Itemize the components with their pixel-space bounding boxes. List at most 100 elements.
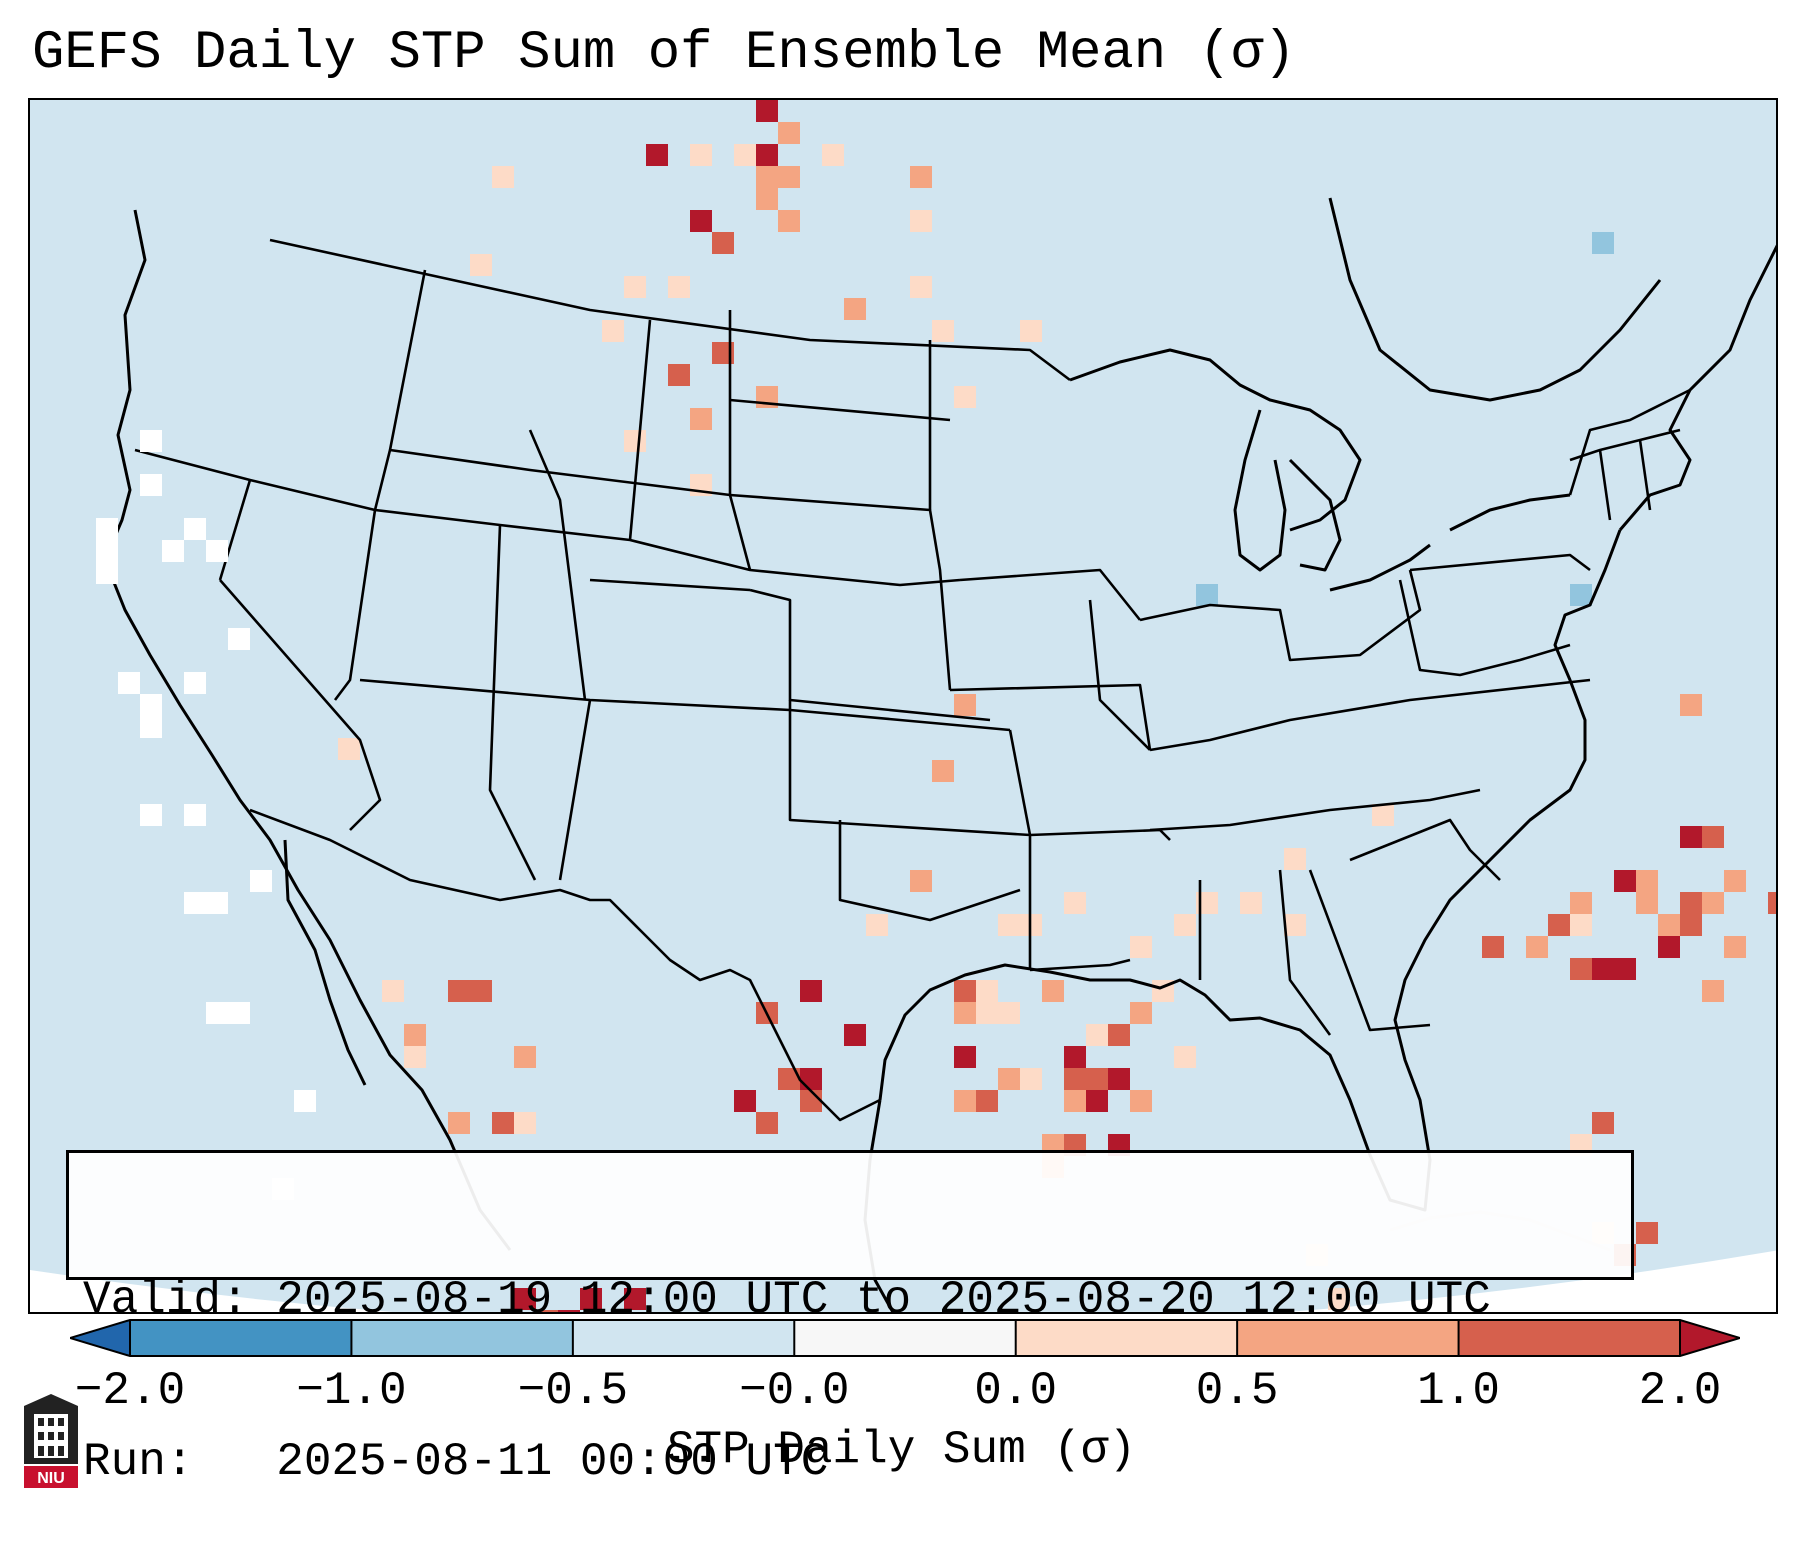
anomaly-cell — [1570, 958, 1592, 980]
logo-text: NIU — [37, 1470, 65, 1487]
anomaly-cell — [844, 1024, 866, 1046]
anomaly-cell — [1020, 1068, 1042, 1090]
anomaly-cell — [910, 276, 932, 298]
anomaly-cell — [206, 540, 228, 562]
anomaly-cell — [976, 980, 998, 1002]
anomaly-cell — [668, 364, 690, 386]
anomaly-cell — [954, 980, 976, 1002]
colorbar-bin — [351, 1320, 574, 1356]
anomaly-cell — [1570, 584, 1592, 606]
anomaly-cell — [756, 100, 778, 122]
anomaly-cell — [184, 672, 206, 694]
anomaly-cell — [1372, 804, 1394, 826]
anomaly-cell — [778, 122, 800, 144]
near-zero-cells — [96, 430, 316, 1200]
anomaly-cell — [1130, 936, 1152, 958]
anomaly-cell — [954, 694, 976, 716]
anomaly-cell — [954, 1046, 976, 1068]
anomaly-cell — [1570, 914, 1592, 936]
anomaly-cell — [1680, 826, 1702, 848]
colorbar-tick-label: 0.5 — [1195, 1365, 1279, 1417]
anomaly-cell — [624, 1288, 646, 1310]
anomaly-cell — [470, 254, 492, 276]
anomaly-cell — [1702, 826, 1724, 848]
anomaly-cell — [206, 1002, 228, 1024]
anomaly-cell — [1548, 914, 1570, 936]
run-time-line: Run: 2025-08-11 00:00 UTC — [83, 1436, 829, 1488]
valid-time-line: Valid: 2025-08-19 12:00 UTC to 2025-08-2… — [83, 1274, 1491, 1326]
anomaly-cell — [294, 1090, 316, 1112]
anomaly-cell — [624, 276, 646, 298]
anomaly-cell — [580, 1288, 602, 1310]
anomaly-cell — [668, 276, 690, 298]
map-panel — [28, 98, 1778, 1314]
anomaly-cell — [1614, 958, 1636, 980]
anomaly-cell — [162, 540, 184, 562]
anomaly-cell — [1108, 1068, 1130, 1090]
anomaly-cell — [1108, 1024, 1130, 1046]
anomaly-cell — [536, 1310, 558, 1312]
colorbar-tick-label: 2.0 — [1638, 1365, 1722, 1417]
anomaly-cell — [646, 144, 668, 166]
anomaly-cell — [228, 1002, 250, 1024]
anomaly-cell — [492, 1112, 514, 1134]
anomaly-cell — [1086, 1024, 1108, 1046]
anomaly-cell — [1020, 320, 1042, 342]
anomaly-cell — [1680, 914, 1702, 936]
anomaly-cell — [184, 804, 206, 826]
anomaly-cell — [1328, 1288, 1350, 1310]
anomaly-cell — [976, 1090, 998, 1112]
colorbar-tick-label: −2.0 — [74, 1365, 186, 1417]
anomaly-cell — [492, 166, 514, 188]
anomaly-cell — [1614, 870, 1636, 892]
colorbar-bin — [1458, 1320, 1681, 1356]
anomaly-cell — [1196, 892, 1218, 914]
anomaly-cell — [228, 628, 250, 650]
anomaly-cell — [140, 716, 162, 738]
anomaly-cell — [338, 738, 360, 760]
anomaly-cell — [844, 298, 866, 320]
anomaly-cell — [404, 1046, 426, 1068]
anomaly-cell — [756, 166, 778, 188]
anomaly-cell — [756, 144, 778, 166]
anomaly-cell — [602, 320, 624, 342]
anomaly-cell — [1086, 1090, 1108, 1112]
anomaly-cell — [778, 1068, 800, 1090]
colorbar-bin — [794, 1320, 1017, 1356]
anomaly-cell — [1086, 1068, 1108, 1090]
anomaly-cell — [1284, 914, 1306, 936]
anomaly-cell — [822, 144, 844, 166]
anomaly-cell — [1658, 936, 1680, 958]
colorbar-tick-label: 1.0 — [1417, 1365, 1500, 1417]
anomaly-cell — [910, 166, 932, 188]
anomaly-cell — [1064, 892, 1086, 914]
anomaly-cell — [140, 430, 162, 452]
anomaly-cell — [1196, 584, 1218, 606]
anomaly-cell — [690, 144, 712, 166]
anomaly-cell — [690, 210, 712, 232]
niu-logo: NIU — [24, 1394, 78, 1488]
anomaly-cell — [910, 210, 932, 232]
anomaly-cell — [1592, 232, 1614, 254]
anomaly-cell — [448, 1112, 470, 1134]
anomaly-cell — [1130, 1002, 1152, 1024]
anomaly-cell — [800, 1068, 822, 1090]
anomaly-cell — [96, 562, 118, 584]
anomaly-cell — [184, 518, 206, 540]
anomaly-cell — [514, 1288, 536, 1310]
colorbar-over-arrow — [1680, 1320, 1740, 1356]
anomaly-cell — [756, 188, 778, 210]
anomaly-cell — [1636, 892, 1658, 914]
anomaly-cell — [1768, 892, 1776, 914]
anomaly-cell — [712, 232, 734, 254]
anomaly-cell — [558, 1310, 580, 1312]
valid-run-info-box: Valid: 2025-08-19 12:00 UTC to 2025-08-2… — [66, 1150, 1634, 1488]
anomaly-cell — [514, 1046, 536, 1068]
colorbar-tick-label: −1.0 — [296, 1365, 407, 1417]
anomaly-cell — [1240, 892, 1262, 914]
logo-badge — [24, 1466, 78, 1488]
anomaly-cell — [1658, 914, 1680, 936]
projection-edge-bottom — [30, 1250, 1776, 1312]
anomaly-cell — [1680, 892, 1702, 914]
colorbar-bin — [1015, 1320, 1238, 1356]
